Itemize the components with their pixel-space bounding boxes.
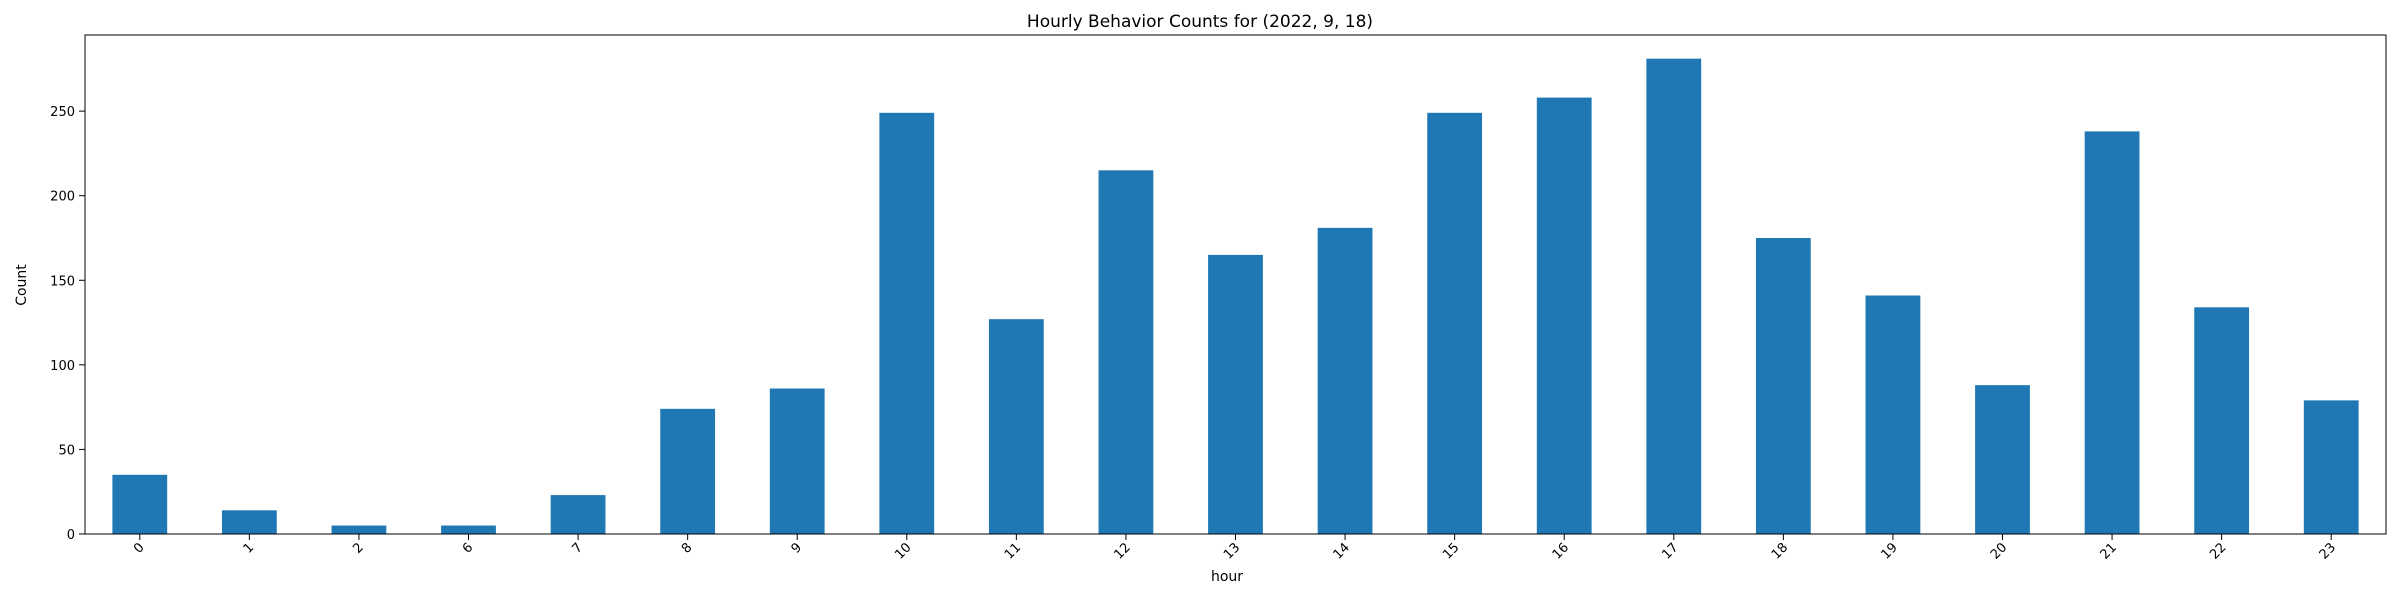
y-axis-label: Count [14,264,30,306]
x-tick-label: 18 [1769,540,1791,562]
y-axis: 0 50 100 150 200 250 [50,105,85,543]
bar-hour-22 [2194,307,2250,534]
bar-hour-19 [1865,295,1921,534]
x-tick-label: 0 [131,540,147,556]
y-tick-label: 0 [67,528,75,543]
x-tick-label: 21 [2098,540,2120,562]
x-tick-label: 16 [1550,540,1572,562]
x-tick-label: 23 [2317,540,2339,562]
y-tick-label: 150 [50,274,75,289]
bar-hour-14 [1317,227,1373,534]
x-tick-label: 12 [1111,540,1133,562]
bar-hour-23 [2303,400,2359,534]
bar-hour-15 [1427,112,1483,534]
y-tick-label: 250 [50,105,75,120]
bar-hour-10 [879,112,935,534]
chart-title: Hourly Behavior Counts for (2022, 9, 18) [1027,12,1373,32]
x-tick-label: 14 [1331,540,1353,562]
x-tick-label: 2 [350,540,366,556]
x-tick-label: 8 [679,540,695,556]
x-tick-label: 19 [1878,540,1900,562]
bar-hour-18 [1755,237,1811,535]
bar-hour-11 [988,319,1044,534]
bar-hour-9 [769,388,825,534]
bar-hour-1 [221,510,277,534]
bar-hour-13 [1208,254,1263,534]
bar-hour-7 [550,495,606,534]
x-tick-label: 15 [1440,540,1462,562]
x-axis: 0 1 2 6 7 8 9 10 11 12 13 14 15 16 17 18 19 20 21 22 23 [131,534,2339,563]
bar-hour-12 [1098,170,1154,535]
y-tick-label: 50 [58,443,75,458]
bar-hour-2 [331,525,387,534]
x-tick-label: 9 [789,540,805,556]
x-tick-label: 7 [569,540,585,556]
x-tick-label: 11 [1002,540,1024,562]
bar-hour-16 [1536,97,1592,535]
bar-hour-8 [660,408,716,534]
bar-hour-21 [2084,131,2140,535]
x-tick-label: 6 [460,540,476,556]
x-tick-label: 20 [1988,540,2010,562]
y-tick-label: 200 [50,190,75,205]
bar-hour-6 [441,525,496,534]
x-tick-label: 1 [241,540,257,556]
x-tick-label: 10 [892,540,914,562]
bar-hour-0 [112,474,168,534]
bar-hour-20 [1975,385,2030,534]
x-tick-label: 13 [1221,540,1243,562]
x-tick-label: 17 [1659,540,1681,562]
x-axis-label: hour [1211,569,1243,585]
x-tick-label: 22 [2207,540,2229,562]
bars-group [112,58,2359,535]
bar-hour-17 [1646,58,1702,534]
y-tick-label: 100 [50,359,75,374]
